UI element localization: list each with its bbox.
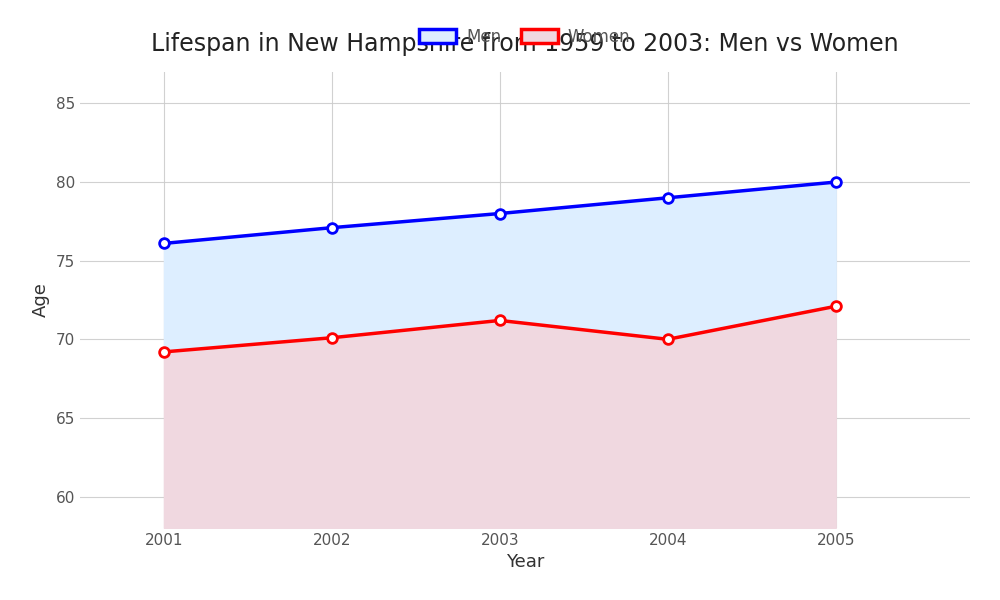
X-axis label: Year: Year (506, 553, 544, 571)
Legend: Men, Women: Men, Women (413, 21, 637, 52)
Y-axis label: Age: Age (32, 283, 50, 317)
Title: Lifespan in New Hampshire from 1959 to 2003: Men vs Women: Lifespan in New Hampshire from 1959 to 2… (151, 32, 899, 56)
